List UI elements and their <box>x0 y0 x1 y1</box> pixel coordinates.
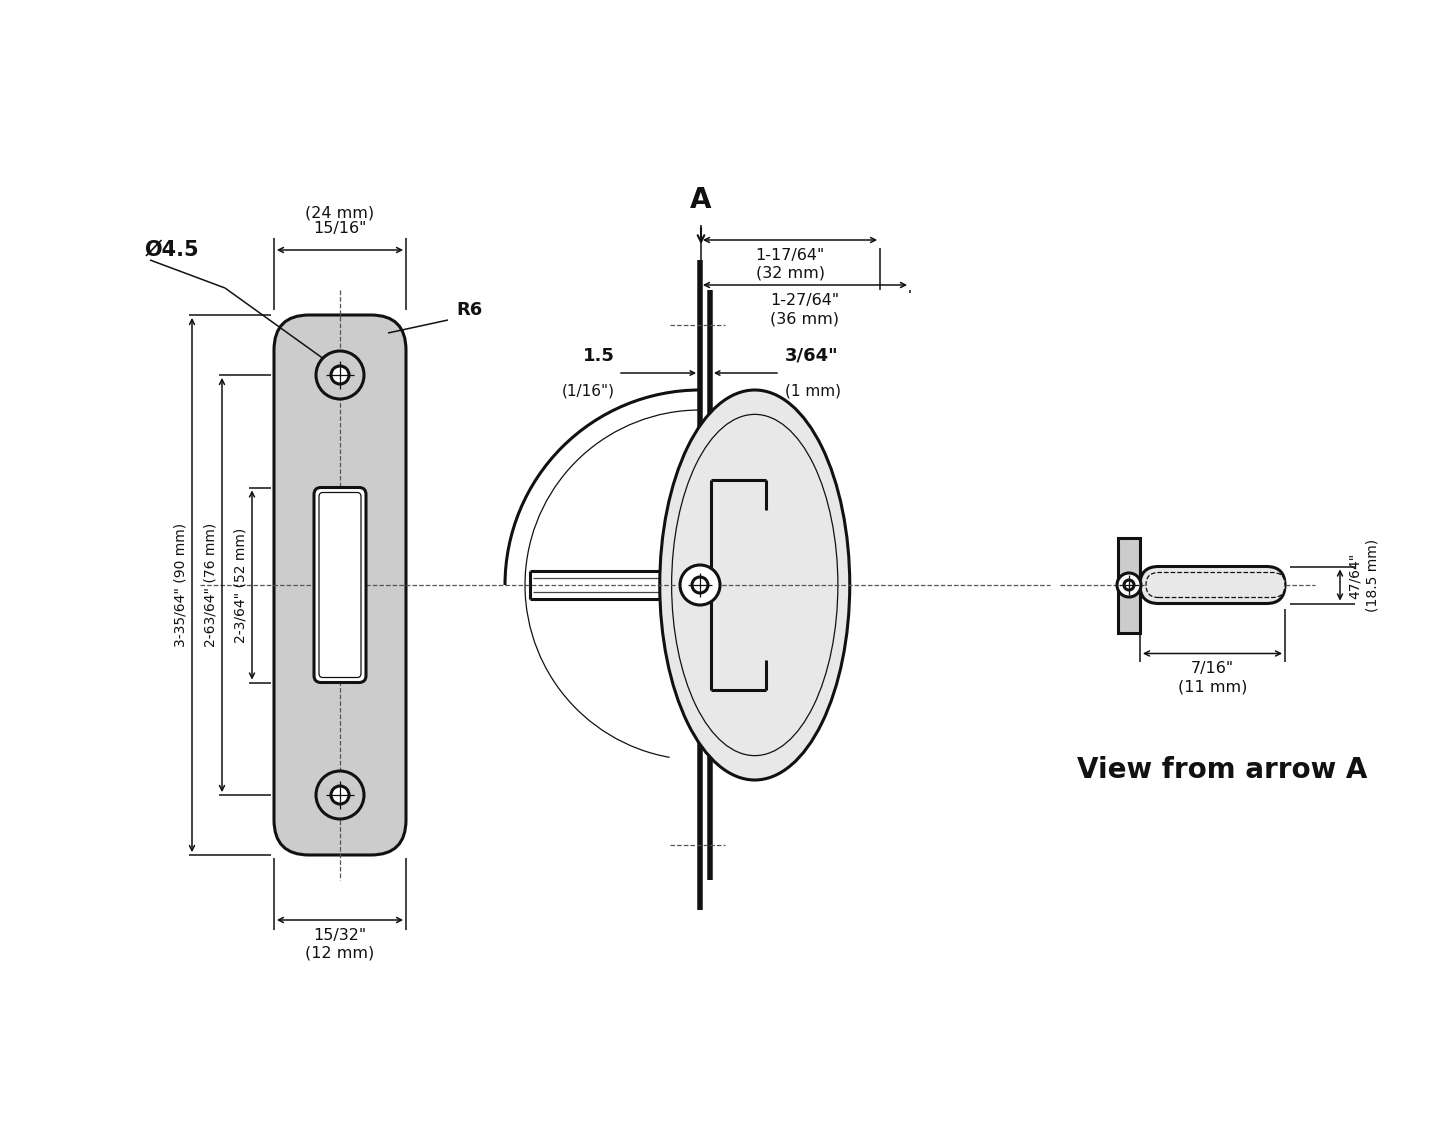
Text: (12 mm): (12 mm) <box>305 946 374 961</box>
Text: 1.5: 1.5 <box>584 347 616 365</box>
Text: (32 mm): (32 mm) <box>756 266 825 280</box>
Text: (1/16"): (1/16") <box>562 383 616 398</box>
Bar <box>1118 537 1140 633</box>
Circle shape <box>692 577 708 593</box>
Text: 15/16": 15/16" <box>314 221 367 236</box>
Text: 47/64": 47/64" <box>1348 553 1363 598</box>
FancyBboxPatch shape <box>314 488 366 683</box>
Circle shape <box>331 785 350 804</box>
Text: (24 mm): (24 mm) <box>305 205 374 220</box>
Text: (36 mm): (36 mm) <box>770 311 840 326</box>
Circle shape <box>316 771 364 819</box>
Text: (18.5 mm): (18.5 mm) <box>1366 539 1379 612</box>
Ellipse shape <box>660 390 850 780</box>
Text: 2-3/64" (52 mm): 2-3/64" (52 mm) <box>233 528 247 643</box>
Text: 3-35/64" (90 mm): 3-35/64" (90 mm) <box>173 523 186 648</box>
Text: (1 mm): (1 mm) <box>785 383 841 398</box>
FancyBboxPatch shape <box>1140 567 1285 603</box>
Ellipse shape <box>672 414 838 756</box>
FancyBboxPatch shape <box>319 492 361 677</box>
Circle shape <box>1117 573 1142 597</box>
Text: 1-27/64": 1-27/64" <box>770 293 840 308</box>
Circle shape <box>331 366 350 384</box>
Circle shape <box>1124 580 1134 591</box>
Text: 2-63/64" (76 mm): 2-63/64" (76 mm) <box>202 523 217 648</box>
Text: 3/64": 3/64" <box>785 347 838 365</box>
Text: View from arrow A: View from arrow A <box>1078 756 1367 784</box>
Circle shape <box>316 351 364 399</box>
Text: 1-17/64": 1-17/64" <box>756 249 825 263</box>
Text: (11 mm): (11 mm) <box>1178 679 1247 694</box>
Text: R6: R6 <box>457 301 483 319</box>
Circle shape <box>681 565 720 605</box>
Text: 7/16": 7/16" <box>1191 661 1234 676</box>
FancyBboxPatch shape <box>1146 572 1285 597</box>
FancyBboxPatch shape <box>275 315 406 855</box>
Text: Ø4.5: Ø4.5 <box>144 241 199 260</box>
Text: A: A <box>691 186 712 214</box>
Text: 15/32": 15/32" <box>314 928 367 943</box>
